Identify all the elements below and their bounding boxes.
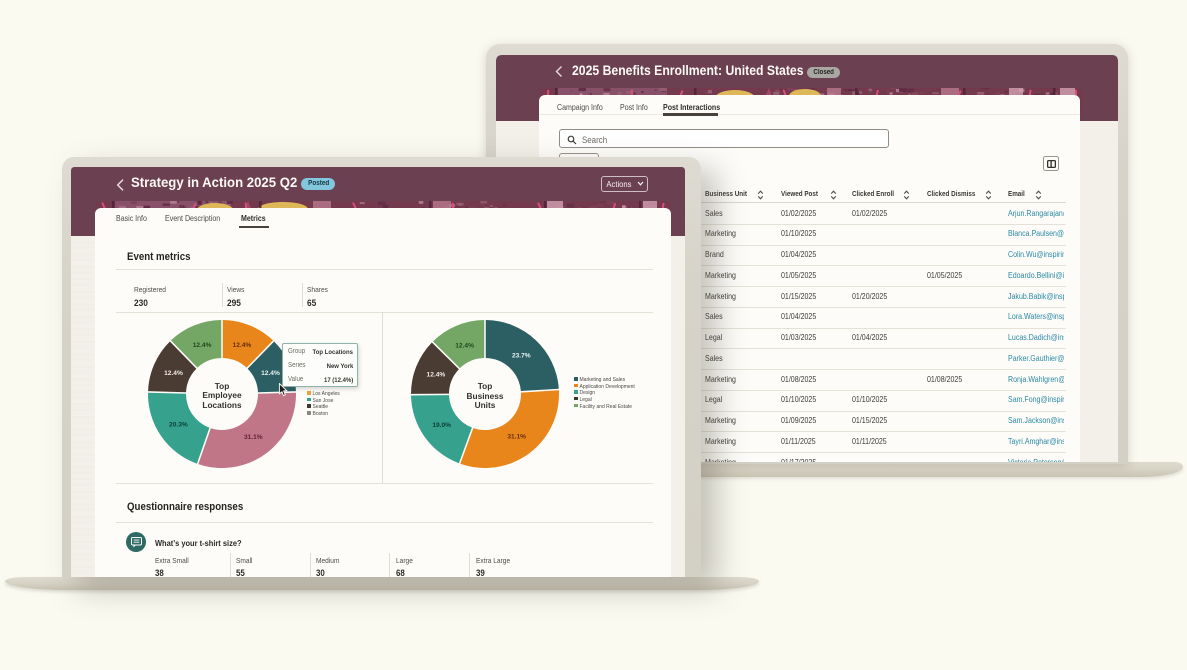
- svg-text:20.3%: 20.3%: [169, 421, 188, 428]
- svg-text:23.7%: 23.7%: [512, 353, 531, 360]
- svg-text:12.4%: 12.4%: [193, 342, 212, 349]
- svg-text:12.4%: 12.4%: [427, 371, 446, 378]
- svg-text:12.4%: 12.4%: [455, 342, 474, 349]
- svg-text:12.4%: 12.4%: [261, 369, 280, 376]
- svg-text:12.4%: 12.4%: [164, 369, 183, 376]
- svg-text:31.1%: 31.1%: [244, 434, 263, 441]
- svg-text:19.0%: 19.0%: [432, 422, 451, 429]
- svg-text:12.4%: 12.4%: [233, 342, 252, 349]
- svg-text:31.1%: 31.1%: [507, 434, 526, 441]
